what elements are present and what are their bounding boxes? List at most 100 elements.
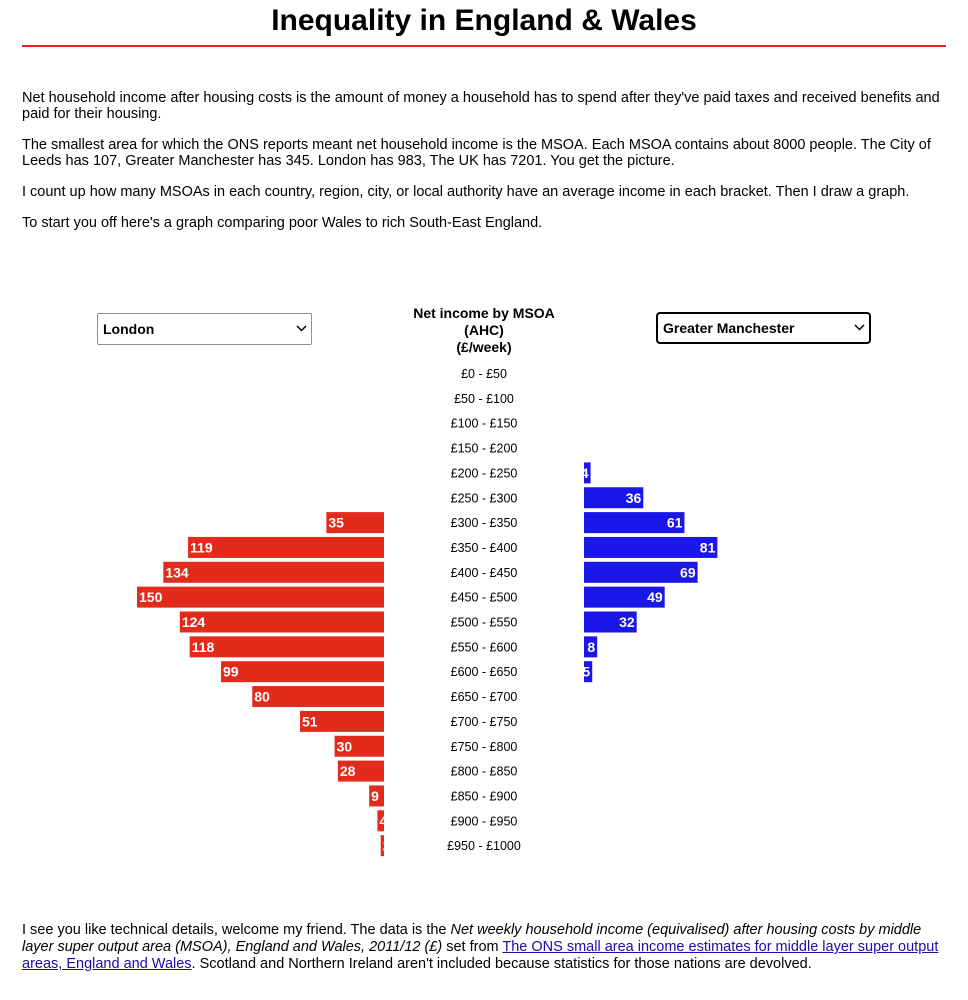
left-data-label: 2 (383, 838, 391, 854)
ons-source-link[interactable]: The ONS small area income estimates for … (22, 939, 939, 972)
left-bar-group: 51 (300, 710, 384, 732)
left-data-label: 124 (182, 614, 206, 630)
left-bar-group: 150 (137, 586, 384, 608)
right-bar-group: 81 (584, 536, 718, 558)
right-bar (584, 586, 665, 608)
right-data-label: 49 (647, 589, 663, 605)
left-bar (252, 686, 384, 708)
left-bar (300, 710, 384, 732)
left-bar-group: 2 (380, 835, 391, 857)
category-label: £0 - £50 (461, 367, 507, 381)
left-data-label: 51 (302, 713, 318, 729)
category-label: £600 - £650 (451, 665, 518, 679)
right-data-label: 69 (680, 564, 696, 580)
category-label: £350 - £400 (451, 541, 518, 555)
category-label: £550 - £600 (451, 640, 518, 654)
right-area-select-value: Greater Manchester (663, 320, 795, 336)
intro-paragraph: I count up how many MSOAs in each countr… (22, 184, 910, 200)
left-data-label: 119 (190, 539, 213, 555)
left-bar-group: 4 (377, 810, 387, 832)
category-label: £700 - £750 (451, 715, 518, 729)
title-divider (22, 45, 946, 47)
left-area-select-value: London (103, 321, 155, 337)
chevron-down-icon (291, 323, 311, 335)
right-bar (584, 661, 593, 683)
left-bar (337, 760, 384, 782)
left-data-label: 99 (223, 664, 239, 680)
category-label: £250 - £300 (451, 491, 518, 505)
chevron-down-icon (849, 322, 869, 334)
left-area-select[interactable]: London (97, 313, 312, 345)
right-data-label: 81 (700, 539, 716, 555)
left-bar-group: 124 (179, 611, 384, 633)
category-label: £900 - £950 (451, 814, 518, 828)
category-label: £750 - £800 (451, 740, 518, 754)
left-data-label: 35 (328, 515, 344, 531)
category-label: £400 - £450 (451, 566, 518, 580)
category-label: £850 - £900 (451, 789, 518, 803)
left-bar-group: 99 (220, 661, 384, 683)
right-bar-group: 32 (584, 611, 637, 633)
left-bar-group: 30 (334, 735, 384, 757)
left-bar-group: 118 (189, 636, 384, 658)
intro-paragraph: Net household income after housing costs… (22, 90, 940, 122)
left-bar-group: 28 (337, 760, 384, 782)
category-label: £950 - £1000 (447, 839, 521, 853)
left-bar-group: 80 (252, 686, 384, 708)
right-data-label: 5 (582, 664, 590, 680)
left-bar (179, 611, 384, 633)
left-data-label: 30 (337, 738, 353, 754)
category-label: £150 - £200 (451, 442, 518, 456)
category-label: £500 - £550 (451, 616, 518, 630)
footer-text: set from (442, 939, 503, 955)
left-bar (369, 785, 384, 807)
left-bar (326, 512, 384, 534)
left-bar (137, 586, 384, 608)
right-bar-group: 4 (581, 462, 591, 484)
chart-title-line: (AHC) (464, 322, 504, 338)
right-bar-group: 49 (584, 586, 665, 608)
right-area-select[interactable]: Greater Manchester (656, 312, 871, 344)
left-bar (220, 661, 384, 683)
left-data-label: 134 (165, 564, 189, 580)
right-data-label: 4 (581, 465, 589, 481)
left-bar (189, 636, 384, 658)
footer-text: . Scotland and Northern Ireland aren't i… (191, 956, 812, 972)
right-bar (584, 636, 598, 658)
chart-title-line: Net income by MSOA (413, 305, 555, 321)
category-label: £300 - £350 (451, 516, 518, 530)
right-bar (584, 512, 685, 534)
right-bar-group: 8 (584, 636, 598, 658)
right-bar (584, 536, 718, 558)
left-data-label: 150 (139, 589, 163, 605)
left-bar-group: 9 (369, 785, 384, 807)
left-data-label: 9 (371, 788, 379, 804)
right-data-label: 8 (587, 639, 595, 655)
category-label: £650 - £700 (451, 690, 518, 704)
right-data-label: 32 (619, 614, 635, 630)
income-pyramid-chart: £0 - £50 £50 - £100 £100 - £150 £150 - £200… (137, 367, 718, 857)
left-bar (377, 810, 384, 832)
left-data-label: 4 (379, 813, 387, 829)
left-bar (334, 735, 384, 757)
chart-title-line: (£/week) (456, 339, 512, 355)
left-bar (188, 536, 384, 558)
left-bar-group: 134 (163, 561, 384, 583)
category-label: £100 - £150 (451, 417, 518, 431)
dataset-name: Net weekly household income (equivalised… (22, 922, 922, 955)
right-data-label: 36 (626, 490, 642, 506)
chart-title: Net income by MSOA (AHC) (£/week) (384, 305, 584, 356)
right-bar (584, 487, 644, 509)
left-bar (163, 561, 384, 583)
intro-paragraph: The smallest area for which the ONS repo… (22, 137, 931, 169)
category-label: £450 - £500 (451, 591, 518, 605)
intro-paragraph: To start you off here's a graph comparin… (22, 215, 543, 231)
intro-text: Net household income after housing costs… (22, 90, 946, 246)
right-bar-group: 36 (584, 487, 644, 509)
left-bar (380, 835, 384, 857)
right-bar (584, 611, 637, 633)
left-data-label: 118 (192, 639, 215, 655)
right-bar-group: 61 (584, 512, 685, 534)
right-bar-group: 5 (582, 661, 593, 683)
category-label: £200 - £250 (451, 466, 518, 480)
